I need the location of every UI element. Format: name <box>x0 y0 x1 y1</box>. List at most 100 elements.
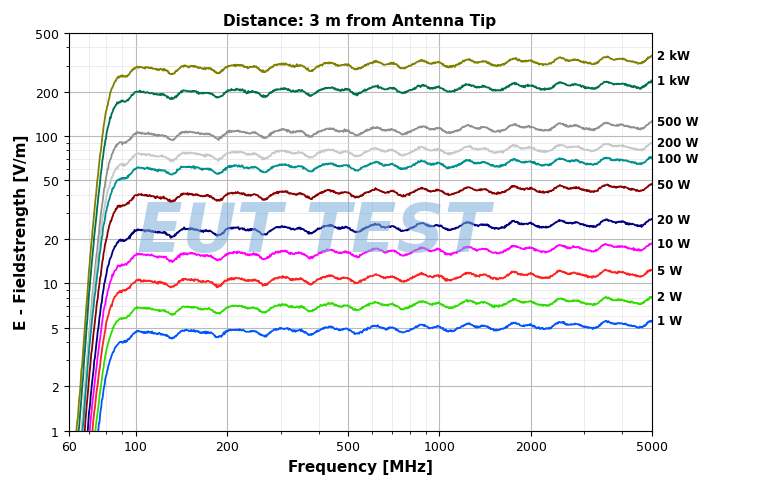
Line: 2 kW: 2 kW <box>69 57 652 475</box>
20 W <box>519 221 528 227</box>
100 W <box>529 160 538 166</box>
10 W <box>464 244 473 250</box>
Text: 20 W: 20 W <box>657 213 690 226</box>
Line: 500 W: 500 W <box>69 122 652 475</box>
2 kW <box>299 64 309 70</box>
100 W <box>299 166 309 171</box>
50 W <box>64 472 73 478</box>
10 W <box>299 252 309 257</box>
10 W <box>647 241 656 247</box>
20 W <box>299 228 309 234</box>
Text: 1 W: 1 W <box>657 315 682 328</box>
50 W <box>321 188 330 194</box>
500 W <box>647 120 656 125</box>
200 W <box>321 148 330 153</box>
200 W <box>464 144 473 150</box>
Text: 2 kW: 2 kW <box>657 50 690 63</box>
5 W <box>321 275 330 281</box>
1 kW <box>529 84 538 90</box>
Line: 50 W: 50 W <box>69 185 652 475</box>
500 W <box>299 131 309 137</box>
Text: 1 kW: 1 kW <box>657 75 690 88</box>
500 W <box>529 125 538 131</box>
Line: 10 W: 10 W <box>69 244 652 475</box>
1 W <box>601 318 610 324</box>
10 W <box>123 260 133 266</box>
Line: 2 W: 2 W <box>69 297 652 475</box>
Line: 1 kW: 1 kW <box>69 81 652 475</box>
2 kW <box>321 61 330 67</box>
100 W <box>646 154 655 160</box>
200 W <box>123 160 133 166</box>
5 W <box>299 278 309 284</box>
2 W <box>464 298 473 304</box>
5 W <box>647 268 656 273</box>
200 W <box>647 141 656 147</box>
2 W <box>519 300 528 305</box>
1 kW <box>299 90 309 95</box>
2 kW <box>519 59 528 65</box>
2 kW <box>529 60 538 66</box>
Text: 5 W: 5 W <box>657 264 682 277</box>
2 kW <box>464 57 473 63</box>
2 kW <box>64 472 73 478</box>
5 W <box>529 272 538 278</box>
Text: 50 W: 50 W <box>657 178 690 191</box>
1 kW <box>647 78 656 84</box>
10 W <box>529 247 538 253</box>
Text: 100 W: 100 W <box>657 152 698 165</box>
10 W <box>321 248 330 254</box>
1 kW <box>321 86 330 92</box>
2 kW <box>123 73 133 79</box>
1 kW <box>464 82 473 88</box>
Text: 200 W: 200 W <box>657 137 698 150</box>
500 W <box>321 127 330 133</box>
20 W <box>123 236 133 242</box>
200 W <box>64 472 73 478</box>
2 W <box>647 294 656 300</box>
200 W <box>519 147 528 152</box>
2 W <box>123 313 133 319</box>
Text: 500 W: 500 W <box>657 116 698 129</box>
1 kW <box>123 98 133 104</box>
2 W <box>64 472 73 478</box>
20 W <box>321 224 330 229</box>
X-axis label: Frequency [MHz]: Frequency [MHz] <box>287 459 433 474</box>
1 W <box>647 318 656 324</box>
Title: Distance: 3 m from Antenna Tip: Distance: 3 m from Antenna Tip <box>223 14 497 29</box>
100 W <box>123 175 133 181</box>
500 W <box>519 125 528 131</box>
2 W <box>299 305 309 311</box>
2 W <box>601 294 610 300</box>
50 W <box>123 200 133 206</box>
100 W <box>321 162 330 167</box>
500 W <box>464 123 473 129</box>
10 W <box>64 472 73 478</box>
100 W <box>64 472 73 478</box>
Line: 100 W: 100 W <box>69 157 652 475</box>
Text: 2 W: 2 W <box>657 291 682 304</box>
50 W <box>529 187 538 193</box>
Text: 10 W: 10 W <box>657 238 690 250</box>
10 W <box>519 247 528 253</box>
50 W <box>647 182 656 188</box>
2 W <box>529 300 538 305</box>
Line: 1 W: 1 W <box>69 321 652 475</box>
1 W <box>299 330 309 336</box>
500 W <box>64 472 73 478</box>
Line: 200 W: 200 W <box>69 144 652 475</box>
5 W <box>519 272 528 278</box>
5 W <box>601 267 610 273</box>
5 W <box>464 272 473 277</box>
Text: EUT TEST: EUT TEST <box>137 199 490 265</box>
50 W <box>519 187 528 193</box>
1 W <box>529 323 538 329</box>
1 W <box>321 325 330 331</box>
1 W <box>464 321 473 327</box>
50 W <box>464 185 473 191</box>
20 W <box>647 217 656 223</box>
2 W <box>321 302 330 307</box>
1 kW <box>519 85 528 91</box>
5 W <box>64 472 73 478</box>
Line: 20 W: 20 W <box>69 220 652 475</box>
